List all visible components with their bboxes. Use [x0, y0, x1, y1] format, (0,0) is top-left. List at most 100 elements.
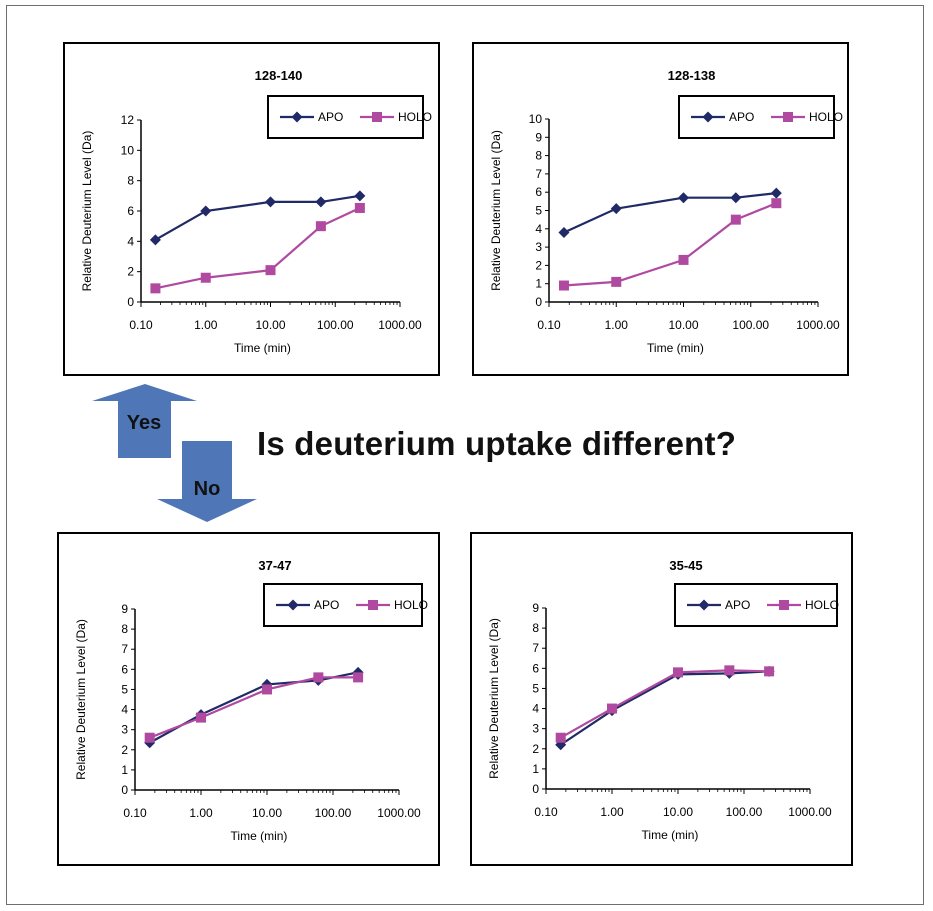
x-tick-label: 1000.00	[378, 318, 422, 332]
chart-panel: 35-45 0 1 2 3 4 5 6 7 8 9 0.10 1.00 10.00 100.00 1000.0…	[470, 532, 853, 866]
y-tick-label: 8	[535, 149, 542, 163]
data-point-holo	[771, 198, 782, 209]
legend: APO HOLO	[263, 583, 428, 627]
x-tick-label: 10.00	[663, 805, 693, 819]
x-tick-label: 1000.00	[796, 318, 840, 332]
x-tick-label: 10.00	[255, 318, 285, 332]
y-axis-label: Relative Deuterium Level (Da)	[487, 618, 501, 779]
chart-panel: 128-138 0 1 2 3 4 5 6 7 8 9 10 0.10 1.00 10.00 100.00 10…	[472, 42, 849, 376]
data-point-holo	[144, 732, 155, 743]
data-point-holo	[196, 712, 206, 723]
x-axis-label: Time (min)	[234, 341, 291, 355]
legend-marker-holo	[779, 600, 789, 610]
legend-marker-holo	[783, 112, 793, 122]
legend: APO HOLO	[674, 583, 839, 627]
figure-frame	[6, 5, 924, 905]
y-tick-label: 0	[127, 295, 134, 309]
y-tick-label: 1	[535, 277, 542, 291]
chart-svg: 35-45 0 1 2 3 4 5 6 7 8 9 0.10 1.00 10.00 100.00 1000.0…	[487, 558, 839, 842]
data-point-apo	[354, 190, 366, 202]
chart-svg: 37-47 0 1 2 3 4 5 6 7 8 9 0.10 1.00 10.00 100.00 1000.0…	[74, 558, 428, 843]
y-tick-label: 4	[127, 234, 134, 248]
y-tick-label: 2	[532, 742, 539, 756]
x-tick-label: 1.00	[194, 318, 218, 332]
y-tick-label: 5	[121, 682, 128, 696]
chart-title: 128-138	[668, 68, 716, 83]
y-tick-label: 0	[532, 782, 539, 796]
x-tick-label: 1000.00	[377, 806, 421, 820]
x-tick-label: 1.00	[605, 318, 629, 332]
x-tick-label: 100.00	[315, 806, 352, 820]
data-point-apo	[558, 226, 570, 238]
x-tick-label: 100.00	[726, 805, 763, 819]
legend-label-holo: HOLO	[805, 598, 839, 612]
data-point-holo	[558, 280, 569, 291]
y-axis-label: Relative Deuterium Level (Da)	[74, 619, 88, 780]
data-point-holo	[678, 254, 689, 265]
y-tick-label: 3	[535, 240, 542, 254]
data-point-holo	[730, 214, 741, 225]
data-point-apo	[730, 192, 742, 204]
data-point-apo	[261, 678, 273, 690]
y-tick-label: 7	[535, 167, 542, 181]
legend-box	[678, 95, 835, 139]
data-point-holo	[313, 672, 324, 683]
legend-marker-holo	[372, 112, 382, 122]
legend-label-holo: HOLO	[809, 110, 843, 124]
x-tick-label: 1.00	[600, 805, 624, 819]
y-tick-label: 10	[529, 112, 543, 126]
data-point-holo	[200, 272, 211, 283]
chart-title: 128-140	[255, 68, 303, 83]
y-tick-label: 4	[532, 702, 539, 716]
y-tick-label: 8	[532, 621, 539, 635]
legend-label-holo: HOLO	[398, 110, 432, 124]
data-point-apo	[610, 203, 622, 215]
chart-svg: 128-138 0 1 2 3 4 5 6 7 8 9 10 0.10 1.00 10.00 100.00 10…	[489, 68, 843, 355]
no-down-arrow	[157, 441, 257, 522]
data-point-apo	[265, 196, 276, 208]
x-tick-label: 100.00	[732, 318, 769, 332]
chart-svg: 128-140 0 2 4 6 8 10 12 0.10 1.00 10.00 100.00 1000.…	[80, 68, 432, 355]
y-tick-label: 5	[532, 681, 539, 695]
legend-label-apo: APO	[314, 598, 339, 612]
data-point-holo	[150, 283, 161, 294]
question-heading: Is deuterium uptake different?	[257, 425, 737, 462]
chart-title: 37-47	[258, 558, 291, 573]
data-point-holo	[555, 732, 566, 743]
y-tick-label: 6	[532, 661, 539, 675]
legend-marker-apo	[291, 111, 303, 123]
y-tick-label: 1	[532, 762, 539, 776]
x-tick-label: 0.10	[123, 806, 147, 820]
y-tick-label: 5	[535, 204, 542, 218]
y-tick-label: 2	[127, 265, 134, 279]
y-tick-label: 10	[121, 143, 135, 157]
x-axis-label: Time (min)	[647, 341, 704, 355]
x-tick-label: 10.00	[252, 806, 282, 820]
x-axis-label: Time (min)	[231, 829, 288, 843]
data-point-holo	[607, 703, 617, 714]
data-point-apo	[149, 234, 161, 246]
data-point-apo	[678, 192, 689, 204]
x-tick-label: 0.10	[129, 318, 153, 332]
y-tick-label: 2	[121, 743, 128, 757]
y-tick-label: 9	[121, 602, 128, 616]
legend-label-holo: HOLO	[394, 598, 428, 612]
y-tick-label: 6	[127, 204, 134, 218]
legend-marker-apo	[702, 111, 714, 123]
yes-up-arrow	[92, 384, 197, 458]
data-point-holo	[673, 667, 683, 678]
legend-marker-apo	[698, 599, 710, 611]
data-point-apo	[200, 205, 212, 217]
chart-panel: 128-140 0 2 4 6 8 10 12 0.10 1.00 10.00 100.00 1000.…	[63, 42, 440, 376]
legend-marker-holo	[368, 600, 378, 610]
legend-marker-apo	[287, 599, 299, 611]
y-tick-label: 7	[121, 642, 128, 656]
y-tick-label: 8	[121, 622, 128, 636]
y-tick-label: 12	[121, 113, 135, 127]
x-axis-label: Time (min)	[642, 828, 699, 842]
y-tick-label: 2	[535, 258, 542, 272]
legend-label-apo: APO	[318, 110, 343, 124]
data-point-holo	[262, 684, 272, 695]
y-tick-label: 6	[121, 662, 128, 676]
